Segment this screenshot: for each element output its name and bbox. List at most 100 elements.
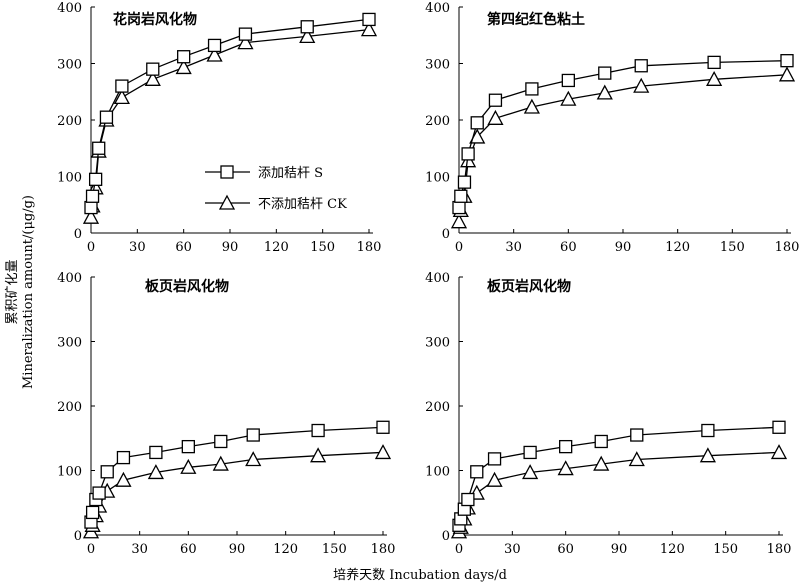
series-line-triangle	[458, 451, 780, 533]
x-tick-label: 150	[720, 240, 745, 255]
data-point-square	[246, 428, 260, 442]
data-point-triangle	[523, 98, 540, 114]
data-point-triangle	[115, 471, 132, 487]
data-point-square	[470, 116, 484, 130]
y-tick-label: 0	[442, 227, 450, 242]
data-point-square	[457, 175, 472, 189]
x-tick-label: 60	[560, 240, 577, 255]
x-tick-label: 60	[175, 240, 192, 255]
y-tick-label: 400	[57, 271, 82, 286]
data-point-square	[146, 62, 160, 76]
series-line-square	[90, 18, 370, 208]
data-point-triangle	[593, 455, 610, 471]
data-point-square	[701, 423, 715, 438]
y-tick-label: 300	[425, 58, 450, 73]
y-tick-label: 0	[442, 529, 450, 544]
y-tick-label: 400	[425, 271, 450, 286]
x-tick-label: 120	[665, 240, 690, 255]
data-point-square	[181, 439, 195, 454]
legend-marker-square	[220, 165, 234, 179]
y-tick-label: 200	[57, 400, 82, 415]
panel-title: 第四纪红色粘土	[487, 11, 585, 28]
y-tick-label: 0	[74, 529, 82, 544]
data-point-square	[311, 423, 325, 438]
panel-2: 0 100 200 300 400 0 30 60 90 120 150 180 第四纪红色粘土	[425, 1, 799, 255]
data-point-square	[634, 59, 648, 73]
y-tick-label: 100	[425, 465, 450, 480]
data-point-triangle	[299, 28, 316, 44]
data-point-square	[116, 450, 131, 465]
data-point-square	[488, 93, 503, 107]
legend-marker-triangle	[218, 194, 236, 210]
x-tick-label: 90	[615, 240, 632, 255]
series-line-triangle	[90, 28, 370, 218]
data-point-triangle	[770, 444, 788, 460]
data-point-square	[115, 79, 129, 93]
panel-title: 板页岩风化物	[145, 278, 229, 295]
data-point-square	[92, 486, 106, 500]
data-point-triangle	[82, 208, 100, 224]
data-point-triangle	[706, 70, 723, 86]
y-tick-label: 200	[425, 400, 450, 415]
panel-4: 0 100 200 300 400 0 30 60 90 120 150 180 板页岩风化物	[425, 271, 791, 557]
data-point-triangle	[628, 451, 645, 467]
x-tick-label: 30	[505, 240, 522, 255]
x-tick-label: 90	[611, 542, 628, 557]
data-point-triangle	[778, 66, 796, 82]
x-tick-label: 60	[180, 542, 197, 557]
data-point-square	[149, 445, 163, 460]
data-point-triangle	[113, 89, 130, 105]
data-point-triangle	[486, 471, 503, 487]
data-point-triangle	[237, 34, 254, 50]
panel-3: 0 100 200 300 400 0 30 60 90 120 150 180 板页岩风化物	[57, 271, 395, 557]
data-point-square	[99, 110, 114, 124]
x-tick-label: 0	[87, 542, 95, 557]
data-point-square	[598, 66, 612, 80]
x-tick-label: 0	[87, 240, 95, 255]
legend: 添加秸杆 S 不添加秸杆 CK	[205, 165, 347, 212]
data-point-square	[92, 141, 106, 155]
data-point-square	[707, 55, 721, 70]
data-point-square	[100, 465, 114, 479]
data-point-triangle	[633, 77, 650, 93]
data-point-square	[523, 445, 537, 460]
data-point-triangle	[557, 460, 574, 476]
y-axis-label-en: Mineralization amount/(μg/g)	[21, 195, 36, 389]
data-point-triangle	[360, 21, 378, 37]
data-point-square	[487, 452, 502, 466]
x-tick-label: 0	[455, 240, 463, 255]
x-tick-label: 60	[557, 542, 574, 557]
panel-title: 花岗岩风化物	[113, 11, 197, 28]
data-point-triangle	[310, 447, 327, 463]
data-point-triangle	[175, 59, 192, 75]
data-point-triangle	[374, 444, 392, 460]
data-point-square	[772, 420, 786, 434]
data-point-square	[559, 439, 573, 454]
x-tick-label: 30	[504, 542, 521, 557]
data-point-square	[461, 492, 475, 507]
y-tick-label: 200	[57, 114, 82, 129]
data-point-square	[525, 82, 539, 96]
data-point-triangle	[206, 46, 223, 62]
legend-label-ck: 不添加秸杆 CK	[258, 197, 347, 212]
data-point-triangle	[180, 458, 197, 474]
x-tick-label: 0	[455, 542, 463, 557]
y-tick-label: 100	[57, 465, 82, 480]
data-point-square	[362, 12, 376, 27]
x-tick-label: 30	[129, 240, 146, 255]
x-tick-label: 180	[767, 542, 792, 557]
y-axis-label-cn: 累积矿化量	[5, 259, 20, 324]
data-point-square	[461, 147, 475, 161]
data-point-square	[300, 20, 314, 34]
series-line-triangle	[90, 451, 384, 532]
x-tick-label: 120	[273, 542, 298, 557]
x-tick-label: 90	[222, 240, 239, 255]
series-line-square	[458, 60, 788, 208]
y-tick-label: 200	[425, 114, 450, 129]
data-point-square	[594, 434, 608, 449]
data-point-square	[630, 428, 644, 442]
data-point-triangle	[699, 447, 716, 463]
x-tick-label: 30	[131, 542, 148, 557]
data-point-triangle	[487, 109, 504, 125]
